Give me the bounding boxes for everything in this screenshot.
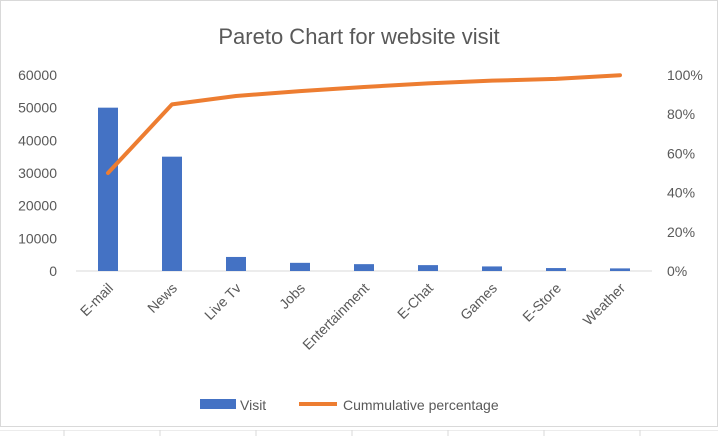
right-tick-label: 80%	[667, 106, 695, 122]
line-series-cumulative	[106, 73, 622, 175]
bar	[354, 264, 374, 271]
right-tick-label: 20%	[667, 224, 695, 240]
x-tick-label: E-mail	[77, 280, 116, 319]
left-axis-ticks: 0 10000 20000 30000 40000 50000 60000	[18, 67, 57, 279]
cumulative-line	[106, 73, 622, 175]
bar	[98, 107, 118, 272]
right-axis-ticks: 0% 20% 40% 60% 80% 100%	[667, 67, 703, 279]
legend-label-cumulative: Cummulative percentage	[343, 397, 499, 413]
legend: Visit Cummulative percentage	[200, 397, 499, 413]
x-tick-label: News	[144, 280, 180, 316]
bar	[418, 265, 438, 271]
x-tick-label: Weather	[580, 280, 629, 329]
x-tick-label: E-Chat	[394, 280, 436, 322]
bar	[290, 262, 310, 271]
bar	[546, 268, 566, 271]
x-tick-label: Entertainment	[299, 280, 372, 353]
right-tick-label: 40%	[667, 185, 695, 201]
right-tick-label: 100%	[667, 67, 703, 83]
pareto-chart: Pareto Chart for website visit 0 10000 200…	[18, 24, 703, 413]
left-tick-label: 50000	[18, 100, 57, 116]
right-tick-label: 60%	[667, 145, 695, 161]
left-tick-label: 60000	[18, 67, 57, 83]
sheet-gridlines	[0, 430, 718, 436]
chart-area: Pareto Chart for website visit 0 10000 200…	[0, 0, 718, 427]
x-tick-label: E-Store	[519, 280, 564, 325]
bar	[610, 268, 630, 271]
left-tick-label: 0	[49, 263, 57, 279]
left-tick-label: 20000	[18, 198, 57, 214]
x-tick-label: Live Tv	[201, 280, 244, 323]
left-tick-label: 10000	[18, 230, 57, 246]
left-tick-label: 40000	[18, 132, 57, 148]
legend-swatch-visit	[200, 399, 236, 409]
left-tick-label: 30000	[18, 165, 57, 181]
chart-title: Pareto Chart for website visit	[218, 24, 499, 49]
bar	[162, 156, 182, 271]
bar	[226, 256, 246, 271]
x-tick-label: Jobs	[276, 280, 308, 312]
bar-series-visit	[98, 107, 630, 272]
x-tick-label: Games	[457, 280, 500, 323]
legend-label-visit: Visit	[240, 397, 266, 413]
right-tick-label: 0%	[667, 263, 687, 279]
bar	[482, 266, 502, 271]
